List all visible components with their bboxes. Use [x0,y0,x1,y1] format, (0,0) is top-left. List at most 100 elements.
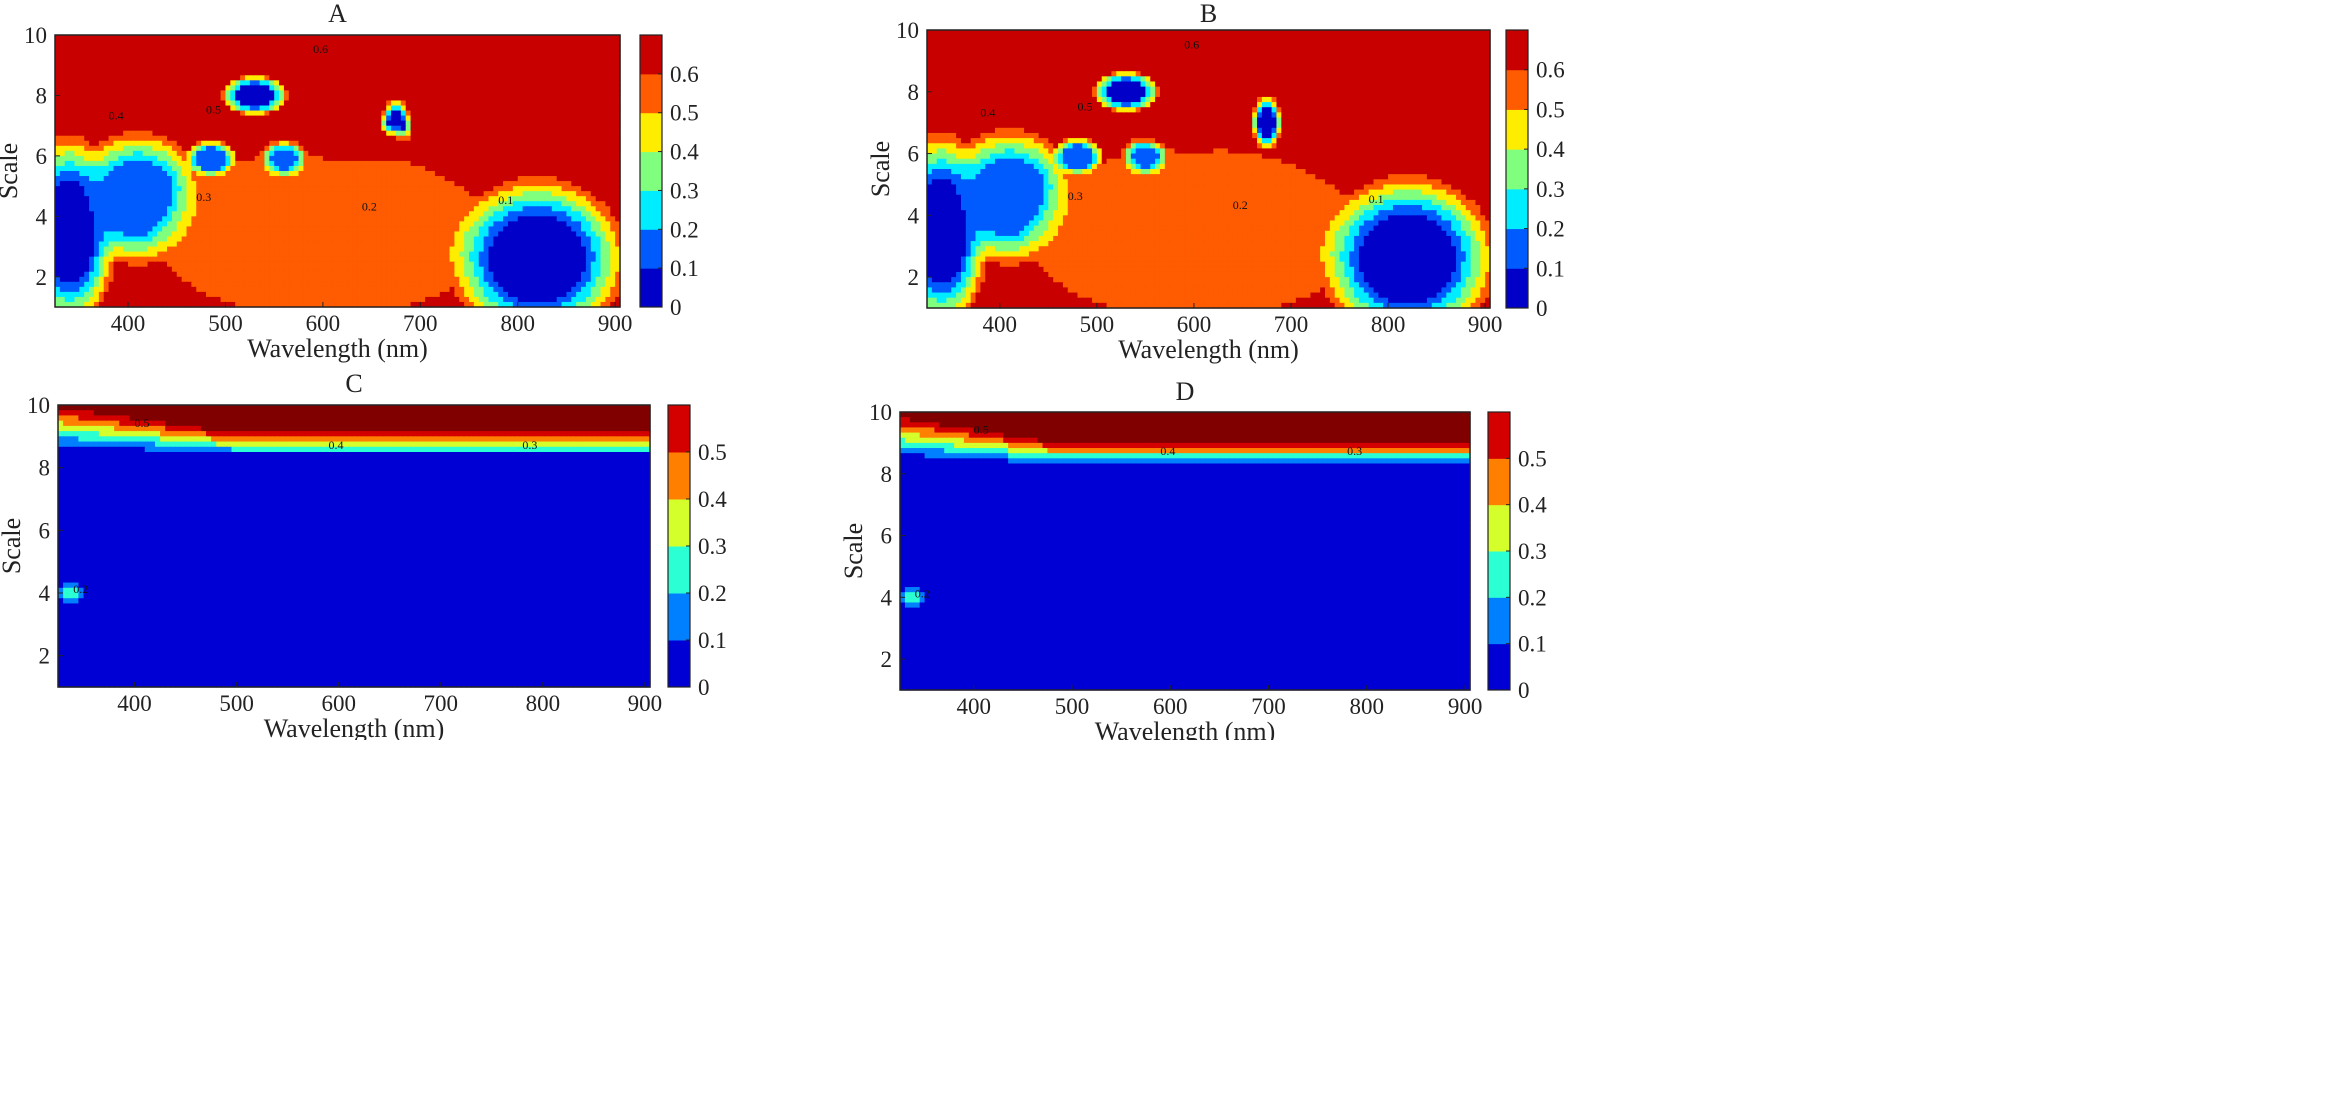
heatmap-cell [152,105,158,112]
heatmap-cell [366,145,373,152]
heatmap-cell [313,155,319,162]
heatmap-cell [205,171,212,177]
heatmap-cell [352,50,358,56]
heatmap-cell [298,125,304,132]
heatmap-cell [483,55,490,61]
heatmap-cell [581,70,587,76]
heatmap-cell [89,50,95,56]
heatmap-cell [196,95,202,102]
heatmap-cell [74,105,80,112]
heatmap-cell [113,60,119,66]
heatmap-cell [79,201,85,207]
heatmap-cell [503,216,509,222]
heatmap-cell [420,246,426,253]
heatmap-cell [84,55,90,61]
heatmap-cell [503,171,509,177]
heatmap-cell [318,115,324,122]
heatmap-cell [225,75,231,81]
heatmap-cell [171,90,178,97]
heatmap-cell [512,165,519,172]
heatmap-cell [327,90,334,97]
heatmap-cell [498,70,504,76]
heatmap-cell [225,125,231,132]
heatmap-cell [527,135,533,142]
heatmap-cell [507,206,514,212]
heatmap-cell [137,40,144,46]
heatmap-cell [473,130,480,137]
heatmap-cell [205,90,212,97]
heatmap-cell [498,226,504,233]
heatmap-cell [395,246,402,253]
heatmap-cell [391,246,397,253]
heatmap-cell [585,115,592,122]
heatmap-cell [507,140,514,147]
heatmap-cell [585,35,592,41]
heatmap-cell [298,120,304,127]
heatmap-cell [240,216,246,222]
heatmap-cell [332,171,339,177]
heatmap-cell [132,145,139,152]
heatmap-cell [400,35,407,41]
heatmap-cell [157,55,163,61]
heatmap-cell [235,211,241,217]
heatmap-cell [201,231,207,238]
heatmap-cell [235,221,241,228]
heatmap-cell [93,115,100,122]
heatmap-cell [147,135,154,142]
heatmap-cell [512,226,519,233]
heatmap-cell [566,80,572,86]
heatmap-cell [610,191,616,197]
heatmap-cell [522,75,529,81]
heatmap-cell [322,165,329,172]
heatmap-cell [205,120,212,127]
heatmap-cell [425,35,431,41]
heatmap-cell [113,140,119,147]
heatmap-cell [425,160,431,167]
heatmap-cell [571,120,577,127]
heatmap-cell [181,60,188,66]
heatmap-cell [561,50,568,56]
heatmap-cell [493,45,499,51]
heatmap-cell [522,95,529,102]
heatmap-cell [464,45,470,51]
heatmap-cell [444,35,451,41]
heatmap-cell [93,171,100,177]
heatmap-cell [556,70,563,76]
heatmap-cell [381,211,387,217]
heatmap-cell [171,176,178,182]
heatmap-cell [546,165,553,172]
heatmap-cell [220,40,227,46]
heatmap-cell [469,85,475,92]
heatmap-cell [517,80,524,86]
heatmap-cell [147,160,154,167]
heatmap-cell [303,110,309,117]
heatmap-cell [128,236,134,243]
heatmap-cell [201,160,207,167]
heatmap-cell [342,140,348,147]
heatmap-cell [288,80,295,86]
heatmap-cell [201,45,207,51]
heatmap-cell [512,186,519,192]
heatmap-cell [283,211,290,217]
heatmap-cell [298,100,304,107]
heatmap-cell [259,110,266,117]
heatmap-cell [210,135,217,142]
heatmap-cell [342,115,348,122]
heatmap-cell [537,130,543,137]
heatmap-cell [123,125,129,132]
heatmap-cell [464,125,470,132]
heatmap-cell [259,135,266,142]
heatmap-cell [352,75,358,81]
heatmap-cell [488,95,494,102]
heatmap-cell [376,181,382,187]
heatmap-cell [298,45,304,51]
heatmap-cell [113,221,119,228]
heatmap-cell [128,196,134,202]
heatmap-cell [522,181,529,187]
heatmap-cell [191,40,197,46]
heatmap-cell [478,65,485,71]
heatmap-cell [157,216,163,222]
heatmap-cell [74,206,80,212]
heatmap-cell [128,241,134,248]
heatmap-cell [210,85,217,92]
